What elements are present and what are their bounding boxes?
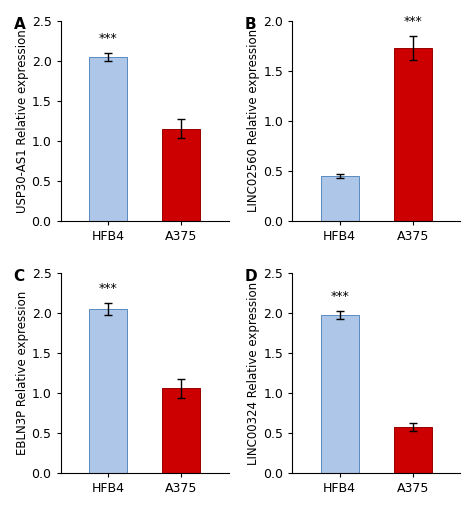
Text: ***: *** — [330, 290, 349, 302]
Text: B: B — [245, 17, 256, 32]
Text: D: D — [245, 269, 258, 284]
Y-axis label: LINC00324 Relative expression: LINC00324 Relative expression — [247, 281, 260, 465]
Y-axis label: USP30-AS1 Relative expression: USP30-AS1 Relative expression — [16, 29, 29, 213]
Text: A: A — [14, 17, 25, 32]
Bar — [162, 388, 200, 473]
Text: C: C — [14, 269, 25, 284]
Y-axis label: LINC02560 Relative expression: LINC02560 Relative expression — [247, 29, 260, 212]
Text: ***: *** — [99, 32, 118, 45]
Text: ***: *** — [403, 15, 422, 27]
Bar — [89, 56, 127, 221]
Bar — [393, 48, 432, 221]
Bar — [89, 309, 127, 473]
Bar — [320, 315, 358, 473]
Text: ***: *** — [99, 281, 118, 295]
Y-axis label: EBLN3P Relative expression: EBLN3P Relative expression — [16, 291, 29, 455]
Bar — [393, 427, 432, 473]
Bar — [320, 176, 358, 221]
Bar — [162, 129, 200, 221]
